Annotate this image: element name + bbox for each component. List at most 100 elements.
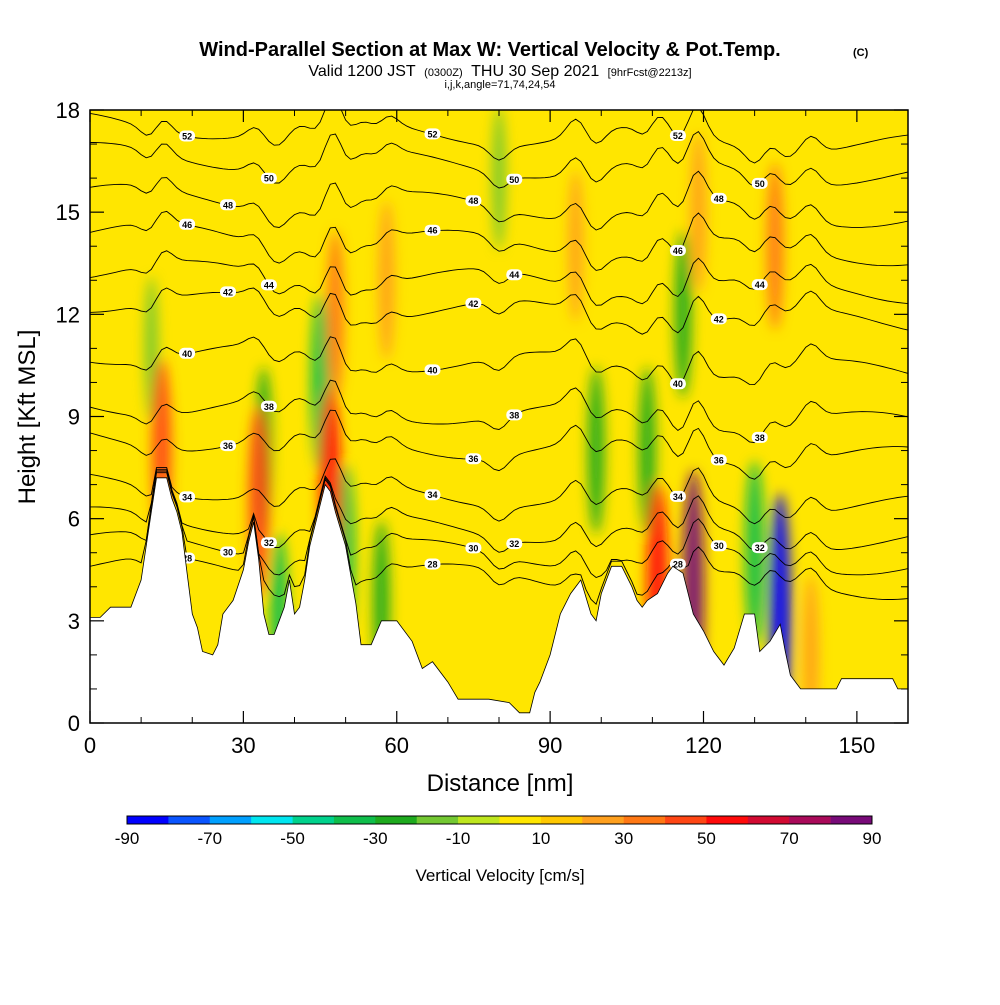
contour-label-28: 28 (182, 554, 192, 564)
contour-label-46: 46 (673, 246, 683, 256)
contour-label-box (751, 177, 768, 189)
contour-label-box (710, 313, 727, 325)
contour-label-50: 50 (755, 179, 765, 189)
contour-label-30: 30 (223, 548, 233, 558)
x-tick-label: 120 (685, 733, 722, 758)
contour-label-box (465, 297, 482, 309)
colorbar-tick-label: 30 (614, 829, 633, 848)
colorbar-swatch (789, 816, 831, 824)
theta-contour-46 (90, 210, 908, 271)
colorbar-swatch (292, 816, 335, 824)
theta-contour-50 (90, 130, 908, 189)
x-tick-label: 30 (231, 733, 255, 758)
contour-label-box (424, 558, 441, 570)
colorbar-tick-label: -10 (446, 829, 471, 848)
contour-label-box (424, 489, 441, 501)
contour-label-32: 32 (755, 543, 765, 553)
downdraft-streak (744, 460, 765, 645)
updraft-streak (568, 170, 584, 323)
x-tick-label: 150 (839, 733, 876, 758)
theta-contour-52 (90, 110, 908, 164)
contour-label-38: 38 (755, 433, 765, 443)
theta-contours: 28 28 28 30 30 30 32 32 32 34 34 34 36 36 36 38 38 38 40 40… (90, 110, 908, 606)
colorbar-tick-label: -90 (115, 829, 140, 848)
downdraft-streak (674, 230, 692, 399)
updraft-streak (802, 574, 819, 723)
contour-label-28: 28 (427, 560, 437, 570)
x-tick-label: 0 (84, 733, 96, 758)
contour-label-box (710, 192, 727, 204)
contour-label-box (751, 279, 768, 291)
subtitle-date: THU 30 Sep 2021 (471, 63, 599, 80)
contour-label-46: 46 (427, 226, 437, 236)
colorbar-swatch (333, 816, 376, 824)
colorbar-swatch (375, 816, 418, 824)
theta-contour-28 (90, 472, 908, 606)
theta-contour-32 (90, 468, 908, 553)
colorbar-tick-label: 50 (697, 829, 716, 848)
y-tick-label: 12 (56, 302, 80, 327)
contour-label-44: 44 (264, 280, 274, 290)
contour-label-50: 50 (509, 175, 519, 185)
contour-label-box (465, 195, 482, 207)
contour-label-box (220, 199, 236, 211)
contour-label-40: 40 (182, 349, 192, 359)
colorbar-swatch (830, 816, 873, 824)
contour-label-box (751, 542, 768, 554)
x-tick-label: 90 (538, 733, 562, 758)
chart-grid-indices: i,j,k,angle=71,74,24,54 (444, 79, 555, 91)
downdraft-streak (587, 366, 605, 535)
contour-label-box (506, 538, 523, 550)
updraft-streak (326, 230, 344, 399)
contour-label-box (220, 440, 236, 452)
colorbar-tick-label: -50 (280, 829, 305, 848)
contour-label-box (669, 245, 686, 256)
theta-contour-44 (90, 250, 908, 306)
contour-label-34: 34 (182, 492, 192, 502)
title-copyright-mark: (C) (853, 47, 869, 59)
contour-label-box (710, 540, 727, 552)
y-axis-label: Height [Kft MSL] (14, 330, 41, 505)
colorbar-swatch (127, 816, 169, 824)
contour-label-box (260, 172, 277, 184)
downdraft-streak (144, 276, 159, 421)
colorbar-tick-label: -30 (363, 829, 388, 848)
contour-label-30: 30 (714, 541, 724, 551)
y-tick-label: 0 (68, 711, 80, 736)
contour-label-48: 48 (223, 200, 233, 210)
y-tick-label: 6 (68, 507, 80, 532)
chart-subtitle: Valid 1200 JST (0300Z) THU 30 Sep 2021 [… (308, 63, 691, 80)
contour-label-box (669, 378, 686, 390)
contour-label-48: 48 (714, 194, 724, 204)
contour-label-44: 44 (755, 280, 765, 290)
chart-title: Wind-Parallel Section at Max W: Vertical… (199, 39, 780, 61)
contour-label-38: 38 (509, 410, 519, 420)
contour-label-40: 40 (673, 379, 683, 389)
contour-label-52: 52 (427, 129, 437, 139)
contour-label-box (424, 224, 441, 236)
contour-label-38: 38 (264, 402, 274, 412)
colorbar-swatch (665, 816, 707, 824)
x-tick-label: 60 (385, 733, 409, 758)
contour-label-30: 30 (468, 543, 478, 553)
contour-label-36: 36 (714, 455, 724, 465)
contour-label-32: 32 (264, 538, 274, 548)
contour-label-46: 46 (182, 220, 192, 230)
colorbar: -90 -70 -50 -30 -10 10 30 50 70 90 (115, 815, 881, 848)
contour-label-42: 42 (468, 299, 478, 309)
contour-label-box (669, 130, 686, 141)
colorbar-tick-label: -70 (198, 829, 223, 848)
colorbar-swatch (623, 816, 666, 824)
contour-label-box (424, 364, 441, 376)
contour-label-box (260, 279, 277, 291)
theta-contour-38 (90, 379, 908, 444)
colorbar-frame (126, 815, 873, 825)
downdraft-streak (638, 366, 656, 535)
updraft-streak (378, 200, 395, 361)
contour-label-box (179, 218, 196, 230)
colorbar-swatch (209, 816, 252, 824)
y-tick-label: 15 (56, 200, 80, 225)
colorbar-swatch (168, 816, 211, 824)
